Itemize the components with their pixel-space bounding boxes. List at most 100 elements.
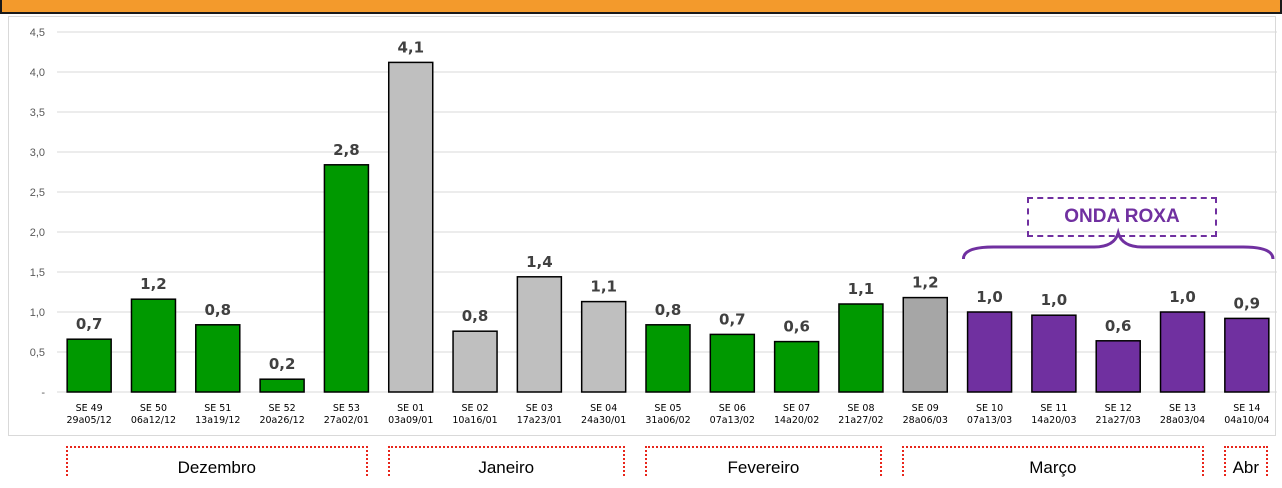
bar <box>709 333 756 393</box>
x-tick-label: SE 03 <box>526 403 553 414</box>
bar <box>966 311 1013 393</box>
onda-roxa-brace <box>961 227 1275 260</box>
y-tick-label: 4,0 <box>30 67 45 79</box>
x-tick-date: 14a20/03 <box>1031 415 1076 426</box>
y-tick-label: - <box>41 387 45 399</box>
bar <box>66 338 112 393</box>
y-tick-label: 2,5 <box>30 187 45 199</box>
y-tick-label: 3,0 <box>30 147 45 159</box>
onda-roxa-label: ONDA ROXA <box>1027 197 1217 237</box>
bar <box>1224 317 1270 393</box>
x-tick-label: SE 13 <box>1169 403 1196 414</box>
x-tick-date: 10a16/01 <box>452 415 497 426</box>
bar <box>580 300 627 393</box>
data-label: 0,8 <box>462 307 489 325</box>
data-label: 1,1 <box>590 278 617 296</box>
x-tick-date: 13a19/12 <box>195 415 240 426</box>
bar <box>452 330 498 393</box>
x-tick-label: SE 53 <box>333 403 360 414</box>
x-tick-date: 20a26/12 <box>259 415 304 426</box>
bar <box>902 296 949 393</box>
x-tick-date: 27a02/01 <box>324 415 369 426</box>
data-label: 1,0 <box>976 288 1003 306</box>
month-label: Março <box>1029 458 1077 477</box>
data-label: 1,4 <box>526 253 553 271</box>
bar <box>130 298 177 393</box>
data-label: 0,6 <box>783 318 810 336</box>
bar-chart: - 0,5 1,0 1,5 2,0 2,5 3,0 3,5 4,0 4,5 0,7 SE 4929a0… <box>30 27 1277 426</box>
y-tick-label: 2,0 <box>30 227 45 239</box>
x-tick-date: 07a13/03 <box>967 415 1012 426</box>
x-tick-label: SE 06 <box>719 403 746 414</box>
x-tick-label: SE 12 <box>1105 403 1132 414</box>
x-tick-date: 04a10/04 <box>1224 415 1269 426</box>
x-tick-date: 14a20/02 <box>774 415 819 426</box>
x-tick-label: SE 07 <box>783 403 810 414</box>
x-tick-date: 21a27/03 <box>1096 415 1141 426</box>
bar <box>773 340 820 393</box>
bar <box>645 324 691 393</box>
top-banner <box>0 0 1282 14</box>
month-label-box: Janeiro <box>387 446 625 477</box>
x-tick-label: SE 49 <box>76 403 103 414</box>
y-tick-label: 0,5 <box>30 347 45 359</box>
bar <box>323 164 370 393</box>
bar <box>1159 311 1206 393</box>
data-label: 0,8 <box>205 301 232 319</box>
bar <box>838 303 884 393</box>
x-tick-label: SE 09 <box>912 403 939 414</box>
data-label: 0,7 <box>76 315 103 333</box>
chart-area: - 0,5 1,0 1,5 2,0 2,5 3,0 3,5 4,0 4,5 0,7 SE 49 29a0… <box>8 16 1277 436</box>
y-tick-label: 3,5 <box>30 107 45 119</box>
bar <box>1031 314 1077 393</box>
x-tick-date: 03a09/01 <box>388 415 433 426</box>
data-label: 1,0 <box>1169 288 1196 306</box>
month-label: Abr <box>1232 458 1260 477</box>
y-tick-label: 4,5 <box>30 27 45 39</box>
x-tick-label: SE 14 <box>1233 403 1260 414</box>
month-label: Dezembro <box>177 458 256 477</box>
x-tick-label: SE 01 <box>397 403 424 414</box>
data-label: 0,6 <box>1105 317 1132 335</box>
x-tick-label: SE 08 <box>847 403 874 414</box>
data-label: 1,2 <box>140 275 167 293</box>
x-tick-label: SE 10 <box>976 403 1003 414</box>
data-label: 0,8 <box>655 301 682 319</box>
x-tick-date: 17a23/01 <box>517 415 562 426</box>
bar <box>1095 340 1141 393</box>
x-tick-label: SE 51 <box>204 403 231 414</box>
month-label: Fevereiro <box>727 458 800 477</box>
x-tick-label: SE 50 <box>140 403 167 414</box>
month-label-box: Dezembro <box>66 446 368 477</box>
y-tick-label: 1,0 <box>30 307 45 319</box>
data-label: 1,2 <box>912 274 939 292</box>
y-tick-label: 1,5 <box>30 267 45 279</box>
data-label: 1,0 <box>1041 291 1068 309</box>
x-tick-date: 29a05/12 <box>67 415 112 426</box>
x-tick-date: 28a06/03 <box>903 415 948 426</box>
data-label: 0,2 <box>269 355 296 373</box>
x-tick-label: SE 11 <box>1040 403 1067 414</box>
bar <box>259 378 305 393</box>
x-tick-label: SE 04 <box>590 403 617 414</box>
bar <box>516 276 563 393</box>
month-label-box: Abr <box>1223 446 1268 477</box>
data-label: 0,9 <box>1234 294 1261 312</box>
x-tick-label: SE 52 <box>269 403 296 414</box>
month-label-box: Fevereiro <box>644 446 883 477</box>
month-label-box: Março <box>902 446 1204 477</box>
data-label: 4,1 <box>397 38 424 56</box>
data-label: 0,7 <box>719 310 746 328</box>
x-tick-date: 28a03/04 <box>1160 415 1205 426</box>
x-tick-date: 06a12/12 <box>131 415 176 426</box>
bar <box>387 61 434 393</box>
month-label: Janeiro <box>478 458 535 477</box>
data-label: 1,1 <box>848 280 875 298</box>
x-tick-date: 21a27/02 <box>838 415 883 426</box>
x-tick-date: 31a06/02 <box>645 415 690 426</box>
x-tick-label: SE 02 <box>461 403 488 414</box>
x-tick-label: SE 05 <box>654 403 681 414</box>
x-tick-date: 07a13/02 <box>710 415 755 426</box>
bar <box>195 324 241 393</box>
data-label: 2,8 <box>333 141 360 159</box>
